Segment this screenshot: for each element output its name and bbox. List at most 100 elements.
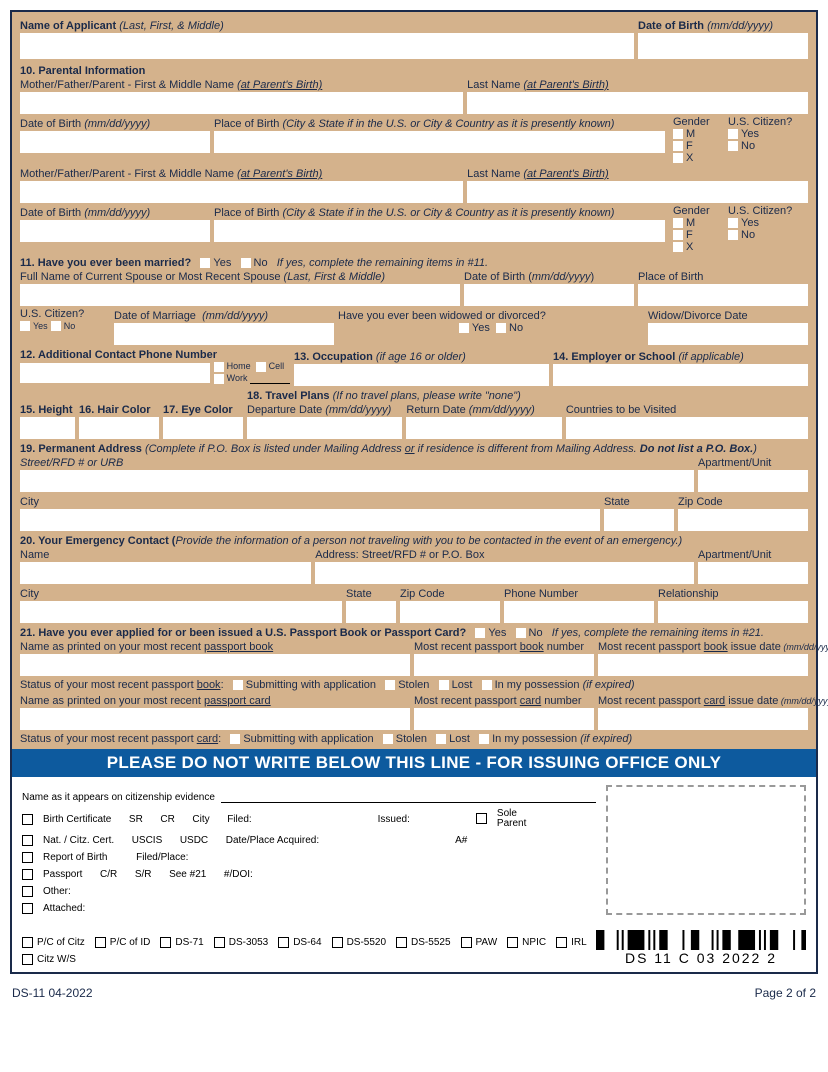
p1-cit-no[interactable] bbox=[728, 141, 738, 151]
bottom-chk[interactable] bbox=[556, 937, 567, 948]
bottom-chk[interactable] bbox=[332, 937, 343, 948]
of-sole-chk[interactable] bbox=[476, 813, 487, 824]
perm-street-input[interactable] bbox=[20, 470, 694, 492]
perm-apt-input[interactable] bbox=[698, 470, 808, 492]
dob-input[interactable] bbox=[638, 33, 808, 59]
p1-lastname-input[interactable] bbox=[467, 92, 808, 114]
book-stolen[interactable] bbox=[385, 680, 395, 690]
phone-input[interactable] bbox=[20, 363, 210, 383]
of-other-chk[interactable] bbox=[22, 886, 33, 897]
p2-cit-yes[interactable] bbox=[728, 218, 738, 228]
card-issue-input[interactable] bbox=[598, 708, 808, 730]
wd-no[interactable] bbox=[496, 323, 506, 333]
card-submit[interactable] bbox=[230, 734, 240, 744]
ec-name-input[interactable] bbox=[20, 562, 311, 584]
p2-gender-m[interactable] bbox=[673, 218, 683, 228]
s19-nolist: Do not list a P.O. Box. bbox=[640, 443, 753, 455]
p1-firstname-input[interactable] bbox=[20, 92, 463, 114]
bottom-chk[interactable] bbox=[278, 937, 289, 948]
p2-cit-no[interactable] bbox=[728, 230, 738, 240]
phone-home[interactable] bbox=[214, 362, 224, 372]
countries-input[interactable] bbox=[566, 417, 808, 439]
s10-p1-dob-hint: (mm/dd/yyyy) bbox=[84, 118, 150, 130]
bottom-chk[interactable] bbox=[160, 937, 171, 948]
s21-no-lbl: No bbox=[529, 627, 543, 639]
employer-input[interactable] bbox=[553, 364, 808, 386]
ec-city-input[interactable] bbox=[20, 601, 342, 623]
p2-lastname-input[interactable] bbox=[467, 181, 808, 203]
perm-zip-input[interactable] bbox=[678, 509, 808, 531]
s11-yes[interactable] bbox=[200, 258, 210, 268]
book-name-input[interactable] bbox=[20, 654, 410, 676]
bottom-chk[interactable] bbox=[507, 937, 518, 948]
occupation-input[interactable] bbox=[294, 364, 549, 386]
ec-phone-input[interactable] bbox=[504, 601, 654, 623]
wd-date-input[interactable] bbox=[648, 323, 808, 345]
of-pp-chk[interactable] bbox=[22, 869, 33, 880]
s21-no[interactable] bbox=[516, 628, 526, 638]
ec-zip-input[interactable] bbox=[400, 601, 500, 623]
card-name-input[interactable] bbox=[20, 708, 410, 730]
p2-gender-f[interactable] bbox=[673, 230, 683, 240]
s19-title: 19. Permanent Address bbox=[20, 443, 142, 455]
book-lost[interactable] bbox=[439, 680, 449, 690]
of-other: Other: bbox=[43, 886, 71, 897]
bottom-chk[interactable] bbox=[95, 937, 106, 948]
p1-gender-x[interactable] bbox=[673, 153, 683, 163]
s11-no[interactable] bbox=[241, 258, 251, 268]
card-poss[interactable] bbox=[479, 734, 489, 744]
perm-state-input[interactable] bbox=[604, 509, 674, 531]
p1-gender-f[interactable] bbox=[673, 141, 683, 151]
bottom-chk[interactable] bbox=[461, 937, 472, 948]
card-num-input[interactable] bbox=[414, 708, 594, 730]
book-poss[interactable] bbox=[482, 680, 492, 690]
s21-yes[interactable] bbox=[475, 628, 485, 638]
height-input[interactable] bbox=[20, 417, 75, 439]
ec-state-input[interactable] bbox=[346, 601, 396, 623]
bottom-chk[interactable] bbox=[396, 937, 407, 948]
of-bc-chk[interactable] bbox=[22, 814, 33, 825]
card-lost[interactable] bbox=[436, 734, 446, 744]
s11-dob-hint: mm/dd/yyyy bbox=[532, 271, 591, 283]
ec-apt-input[interactable] bbox=[698, 562, 808, 584]
p1-dob-input[interactable] bbox=[20, 131, 210, 153]
p2-gender-x[interactable] bbox=[673, 242, 683, 252]
book-num-input[interactable] bbox=[414, 654, 594, 676]
ret-date-input[interactable] bbox=[406, 417, 561, 439]
perm-city-input[interactable] bbox=[20, 509, 600, 531]
marriage-date-input[interactable] bbox=[114, 323, 334, 345]
s11-dob-lbl: Date of Birth ( bbox=[464, 271, 532, 283]
of-city: City bbox=[192, 814, 209, 825]
spouse-name-input[interactable] bbox=[20, 284, 460, 306]
p2-pob-input[interactable] bbox=[214, 220, 665, 242]
applicant-name-input[interactable] bbox=[20, 33, 634, 59]
wd-yes[interactable] bbox=[459, 323, 469, 333]
p2-firstname-input[interactable] bbox=[20, 181, 463, 203]
bottom-chk[interactable] bbox=[214, 937, 225, 948]
p1-cit-yes[interactable] bbox=[728, 129, 738, 139]
of-att-chk[interactable] bbox=[22, 903, 33, 914]
ec-addr-input[interactable] bbox=[315, 562, 694, 584]
of-rob-chk[interactable] bbox=[22, 852, 33, 863]
s21-numb: Most recent passport bbox=[414, 641, 520, 653]
of-nat-chk[interactable] bbox=[22, 835, 33, 846]
p1-gender-m[interactable] bbox=[673, 129, 683, 139]
book-submit[interactable] bbox=[233, 680, 243, 690]
phone-cell[interactable] bbox=[256, 362, 266, 372]
phone-work[interactable] bbox=[214, 374, 224, 384]
eye-input[interactable] bbox=[163, 417, 243, 439]
card-stolen[interactable] bbox=[383, 734, 393, 744]
spouse-dob-input[interactable] bbox=[464, 284, 634, 306]
spouse-pob-input[interactable] bbox=[638, 284, 808, 306]
book-issue-input[interactable] bbox=[598, 654, 808, 676]
spouse-cit-yes[interactable] bbox=[20, 321, 30, 331]
hair-input[interactable] bbox=[79, 417, 159, 439]
bottom-chk[interactable] bbox=[22, 937, 33, 948]
p1-pob-input[interactable] bbox=[214, 131, 665, 153]
dep-date-input[interactable] bbox=[247, 417, 402, 439]
bottom-chk[interactable] bbox=[22, 954, 33, 965]
s13-title: 13. Occupation bbox=[294, 351, 373, 363]
spouse-cit-no[interactable] bbox=[51, 321, 61, 331]
p2-dob-input[interactable] bbox=[20, 220, 210, 242]
ec-rel-input[interactable] bbox=[658, 601, 808, 623]
